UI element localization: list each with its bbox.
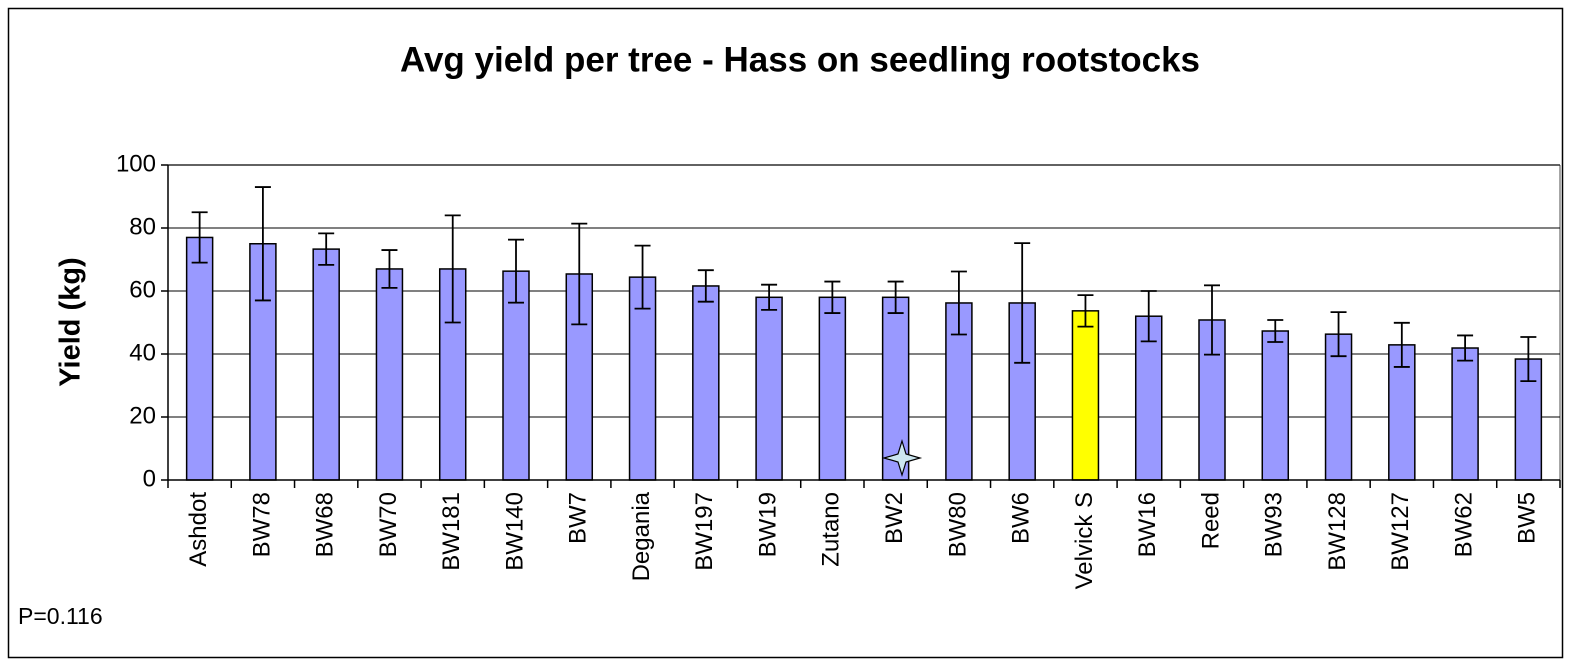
y-tick-label: 80 bbox=[129, 213, 156, 240]
x-tick-label: Reed bbox=[1197, 492, 1224, 549]
x-tick-label: BW80 bbox=[944, 492, 971, 557]
chart-title: Avg yield per tree - Hass on seedling ro… bbox=[400, 40, 1200, 79]
bar bbox=[375, 268, 404, 481]
x-tick-label: BW181 bbox=[438, 492, 465, 571]
bar bbox=[1324, 333, 1353, 481]
x-tick-label: BW197 bbox=[691, 492, 718, 571]
bar bbox=[755, 296, 783, 481]
x-tick-label: BW68 bbox=[312, 492, 339, 557]
bar bbox=[312, 248, 340, 481]
y-axis-label: Yield (kg) bbox=[55, 257, 87, 386]
x-tick-label: Velvick S bbox=[1071, 492, 1098, 589]
x-tick-label: BW2 bbox=[881, 492, 908, 544]
x-tick-label: BW140 bbox=[501, 492, 528, 571]
x-tick-label: BW7 bbox=[565, 492, 592, 544]
x-tick-label: BW78 bbox=[248, 492, 275, 557]
x-tick-label: BW93 bbox=[1261, 492, 1288, 557]
x-tick-label: BW19 bbox=[754, 492, 781, 557]
bar bbox=[185, 236, 214, 481]
bar bbox=[628, 276, 657, 481]
x-tick-label: BW6 bbox=[1008, 492, 1035, 544]
y-tick-label: 60 bbox=[129, 276, 156, 303]
x-tick-label: Zutano bbox=[818, 492, 845, 567]
x-tick-label: BW16 bbox=[1134, 492, 1161, 557]
bar bbox=[818, 296, 847, 481]
x-tick-label: BW128 bbox=[1324, 492, 1351, 571]
bar bbox=[249, 243, 277, 481]
bar bbox=[692, 285, 720, 481]
x-tick-label: Degania bbox=[628, 491, 655, 581]
x-tick-label: BW62 bbox=[1450, 492, 1477, 557]
bar bbox=[1451, 347, 1479, 481]
annotation: P=0.116 bbox=[18, 603, 103, 629]
bar bbox=[1071, 310, 1100, 481]
x-tick-label: BW5 bbox=[1514, 492, 1541, 544]
star-marker bbox=[881, 438, 923, 478]
y-tick-label: 20 bbox=[129, 402, 156, 429]
y-tick-label: 40 bbox=[129, 339, 156, 366]
x-tick-label: BW70 bbox=[375, 492, 402, 557]
y-tick-label: 0 bbox=[143, 465, 156, 492]
plot-area: 0 20 40 60 80 100 Ashdot BW78 BW68 BW70 BW181 BW140… bbox=[116, 150, 1561, 589]
y-tick-label: 100 bbox=[116, 150, 156, 177]
bar bbox=[1261, 330, 1290, 481]
x-tick-label: BW127 bbox=[1387, 492, 1414, 571]
x-tick-label: Ashdot bbox=[185, 492, 212, 567]
